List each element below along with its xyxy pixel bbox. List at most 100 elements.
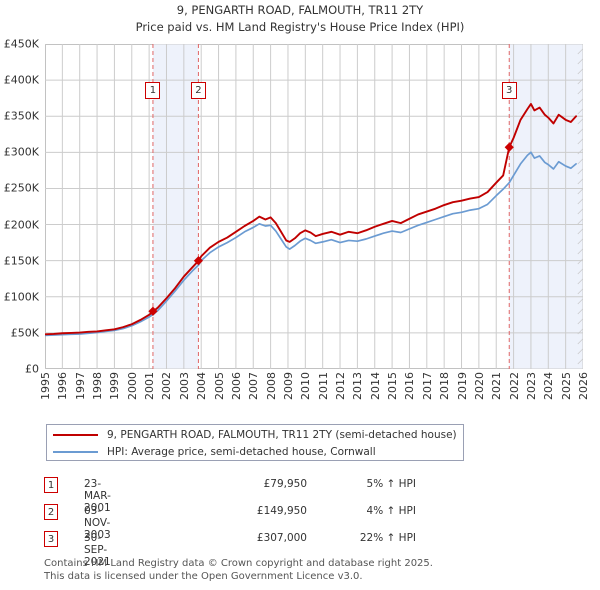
hatch-line: [577, 288, 583, 295]
hatch-line: [577, 218, 583, 225]
price-history-chart: [45, 44, 583, 369]
transaction-index: 1: [44, 477, 58, 493]
hatch-line: [577, 108, 583, 115]
x-tick-2016: 2016: [403, 372, 417, 400]
hatch-line: [577, 258, 583, 265]
x-axis-labels: 1995 1996 1997 1998 1999 2000 2001 2002 2003 2004…: [39, 372, 590, 416]
legend-label-hpi: HPI: Average price, semi-detached house,…: [107, 446, 376, 458]
x-tick-2018: 2018: [438, 372, 452, 400]
x-tick-2022: 2022: [507, 372, 521, 400]
x-tick-2001: 2001: [143, 372, 157, 400]
hatch-line: [577, 88, 583, 95]
x-tick-2024: 2024: [542, 372, 556, 400]
hatch-line: [577, 238, 583, 245]
hatch-line: [577, 158, 583, 165]
shaded-band-0: [152, 44, 199, 369]
x-tick-2005: 2005: [212, 372, 226, 400]
title-line-1: 9, PENGARTH ROAD, FALMOUTH, TR11 2TY: [176, 3, 424, 17]
chart-legend: 9, PENGARTH ROAD, FALMOUTH, TR11 2TY (se…: [46, 424, 464, 461]
hatch-line: [577, 198, 583, 205]
hatch-line: [577, 328, 583, 335]
hatch-line: [577, 58, 583, 65]
x-tick-2004: 2004: [195, 372, 209, 400]
hatch-line: [577, 348, 583, 355]
legend-label-property: 9, PENGARTH ROAD, FALMOUTH, TR11 2TY (se…: [107, 429, 457, 441]
hatch-line: [577, 178, 583, 185]
transaction-date: 03-NOV-2003: [84, 505, 111, 541]
x-tick-2026: 2026: [577, 372, 590, 400]
event-flag-2[interactable]: 2: [190, 82, 206, 99]
transaction-price: £307,000: [256, 532, 307, 544]
transaction-price: £149,950: [256, 505, 307, 517]
hatch-line: [577, 318, 583, 325]
hatch-line: [577, 248, 583, 255]
x-tick-1999: 1999: [108, 372, 122, 400]
hatch-line: [577, 118, 583, 125]
x-tick-1997: 1997: [73, 372, 87, 400]
title-line-2: Price paid vs. HM Land Registry's House …: [135, 20, 465, 34]
y-tick-450000: £450K: [3, 37, 39, 51]
transaction-index: 3: [44, 531, 58, 547]
event-flag-3[interactable]: 3: [501, 82, 517, 99]
legend-item-hpi: HPI: Average price, semi-detached house,…: [53, 444, 376, 460]
sale-point-marker-1[interactable]: [148, 306, 158, 316]
hatch-line: [577, 128, 583, 135]
hatch-line: [577, 138, 583, 145]
x-tick-2003: 2003: [177, 372, 191, 400]
x-tick-2015: 2015: [386, 372, 400, 400]
legend-swatch-hpi: [53, 451, 98, 453]
hatch-line: [577, 148, 583, 155]
x-tick-2023: 2023: [524, 372, 538, 400]
page-title: 9, PENGARTH ROAD, FALMOUTH, TR11 2TY Pri…: [0, 2, 600, 36]
sale-point-marker-3[interactable]: [504, 142, 514, 152]
x-tick-2006: 2006: [229, 372, 243, 400]
series-line-property: [45, 102, 578, 336]
hatch-line: [577, 278, 583, 285]
legend-swatch-property: [53, 434, 98, 436]
legend-item-property: 9, PENGARTH ROAD, FALMOUTH, TR11 2TY (se…: [53, 427, 457, 443]
x-tick-2017: 2017: [420, 372, 434, 400]
y-axis-labels: £0 £50K £100K £150K £200K £250K £300K £350K £400…: [0, 38, 43, 376]
footer-line-1: Contains HM Land Registry data © Crown c…: [44, 558, 433, 569]
event-flag-1[interactable]: 1: [145, 82, 161, 99]
hatch-line: [577, 68, 583, 75]
y-tick-250000: £250K: [3, 181, 39, 195]
hatch-line: [577, 48, 583, 55]
x-tick-2021: 2021: [490, 372, 504, 400]
footer-line-2: This data is licensed under the Open Gov…: [44, 570, 363, 582]
hatch-line: [577, 358, 583, 365]
y-tick-400000: £400K: [3, 73, 39, 87]
x-tick-2007: 2007: [247, 372, 261, 400]
transaction-hpi-delta: 22% ↑ HPI: [359, 532, 416, 544]
hatch-line: [577, 228, 583, 235]
y-tick-300000: £300K: [3, 145, 39, 159]
plot-area: 1 2 3: [45, 44, 583, 369]
hatch-line: [577, 298, 583, 305]
shaded-band-1: [509, 44, 583, 369]
y-tick-0: £0: [25, 362, 39, 376]
hatch-line: [577, 268, 583, 275]
hatch-line: [577, 168, 583, 175]
transaction-hpi-delta: 4% ↑ HPI: [366, 505, 416, 517]
hatch-line: [577, 188, 583, 195]
x-tick-2008: 2008: [264, 372, 278, 400]
x-tick-2011: 2011: [316, 372, 330, 400]
x-tick-2013: 2013: [351, 372, 365, 400]
x-tick-2020: 2020: [472, 372, 486, 400]
plot-background: [45, 44, 583, 369]
transaction-date: 30-SEP-2021: [84, 532, 111, 568]
x-tick-2009: 2009: [281, 372, 295, 400]
series-line-hpi: [45, 151, 577, 337]
y-tick-200000: £200K: [3, 218, 39, 232]
hatch-line: [577, 98, 583, 105]
x-tick-2010: 2010: [299, 372, 313, 400]
hatch-line: [577, 308, 583, 315]
x-tick-2019: 2019: [455, 372, 469, 400]
y-tick-100000: £100K: [3, 290, 39, 304]
x-tick-2000: 2000: [125, 372, 139, 400]
x-tick-2025: 2025: [559, 372, 573, 400]
x-tick-2012: 2012: [334, 372, 348, 400]
hatch-line: [577, 208, 583, 215]
x-tick-2014: 2014: [368, 372, 382, 400]
